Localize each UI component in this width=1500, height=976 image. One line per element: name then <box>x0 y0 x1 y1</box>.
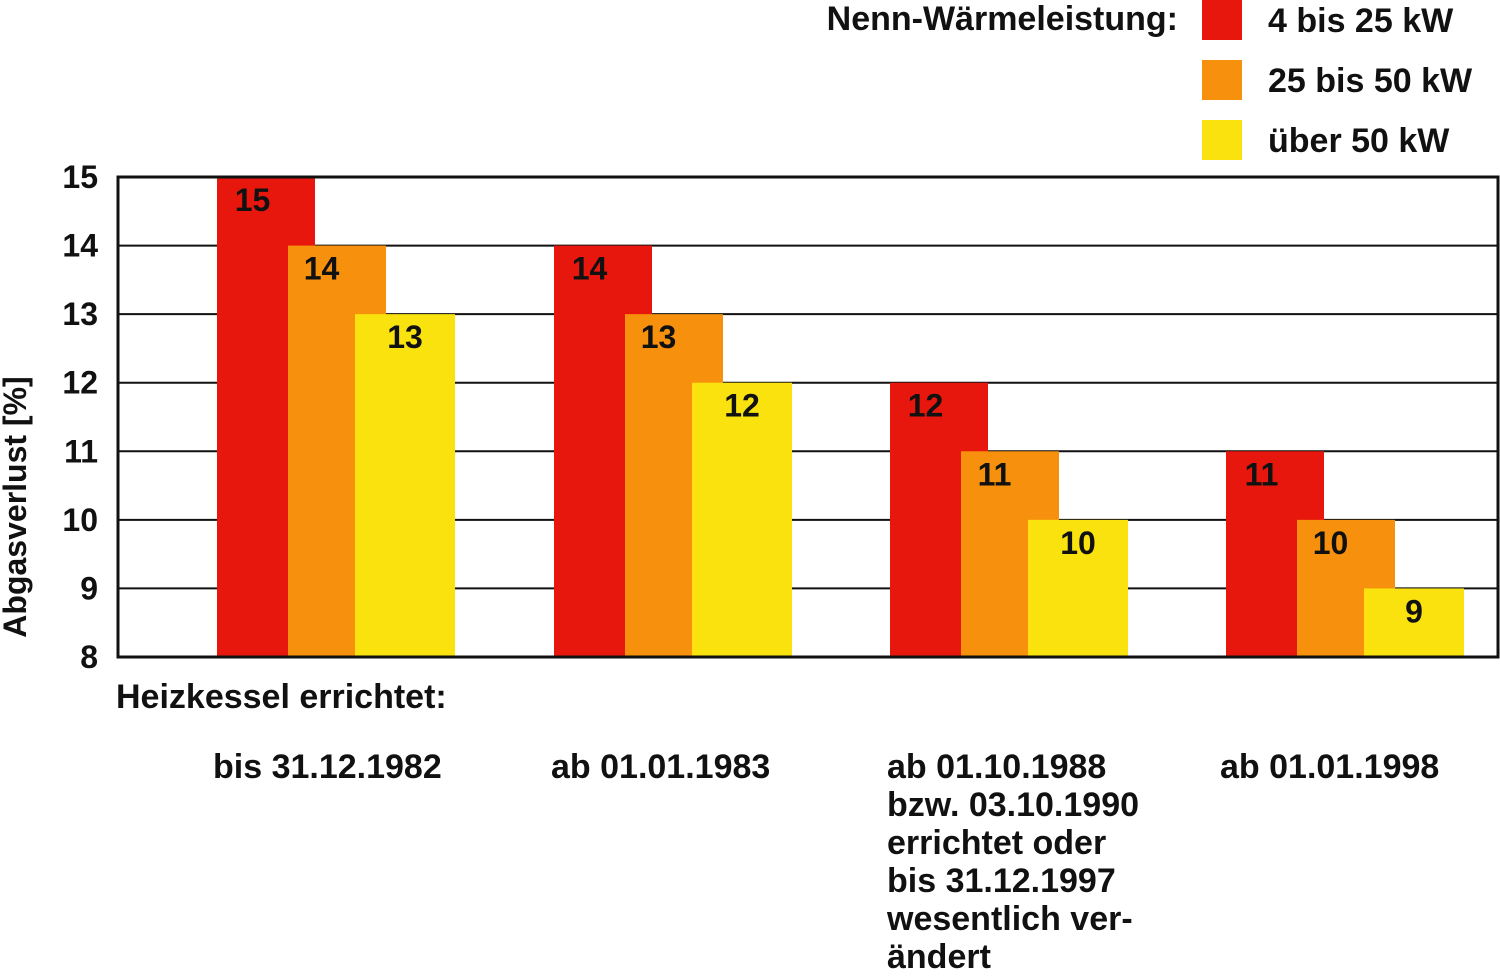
bar-value-label: 10 <box>1313 525 1349 561</box>
legend-title: Nenn-Wärmeleistung: <box>827 0 1178 38</box>
y-tick-label: 14 <box>62 228 98 264</box>
legend-entry: 25 bis 50 kW <box>1268 62 1473 100</box>
y-tick-label: 13 <box>62 296 98 332</box>
bar-value-label: 12 <box>724 388 760 424</box>
bar-value-label: 14 <box>572 251 608 287</box>
legend-swatch <box>1202 60 1242 100</box>
x-tick-label: ab 01.10.1988 bzw. 03.10.1990 errichtet od… <box>887 748 1139 976</box>
x-tick-label-line: bzw. 03.10.1990 <box>887 786 1140 824</box>
legend-swatch <box>1202 0 1242 40</box>
x-tick-label: ab 01.01.1998 <box>1220 748 1439 786</box>
bars: 15 14 12 11 14 13 11 10 13 12 10 9 <box>217 177 1464 658</box>
bar <box>1364 588 1464 657</box>
legend-entry: über 50 kW <box>1268 122 1450 160</box>
bar-value-label: 9 <box>1405 593 1423 629</box>
y-tick-label: 11 <box>64 433 98 469</box>
y-tick-label: 15 <box>62 159 98 195</box>
x-tick-label-line: wesentlich ver- <box>887 900 1133 938</box>
x-tick-label-line: ab 01.01.1998 <box>1220 748 1440 786</box>
y-tick-labels: 8 9 10 11 12 13 14 15 <box>62 159 98 675</box>
legend-entry: 4 bis 25 kW <box>1268 2 1454 40</box>
axes <box>116 175 1500 659</box>
bar-value-label: 12 <box>908 388 944 424</box>
x-tick-label: bis 31.12.1982 <box>213 748 442 786</box>
bar-value-label: 15 <box>235 182 271 218</box>
bar-value-label: 13 <box>641 319 677 355</box>
x-tick-label-line: bis 31.12.1997 <box>887 862 1116 900</box>
x-tick-label-line: ändert <box>887 938 991 976</box>
x-tick-label-line: ab 01.01.1983 <box>551 748 771 786</box>
legend: Nenn-Wärmeleistung: 4 bis 25 kW 25 bis 50… <box>827 0 1473 160</box>
bar <box>355 314 455 657</box>
x-tick-label-line: errichtet oder <box>887 824 1107 862</box>
bar <box>692 382 792 657</box>
y-axis-label: Abgasverlust [%] <box>0 376 33 637</box>
bar-value-label: 14 <box>304 251 340 287</box>
x-axis-label: Heizkessel errichtet: <box>116 678 447 716</box>
y-tick-label: 12 <box>62 365 98 401</box>
x-tick-label: ab 01.01.1983 <box>551 748 770 786</box>
legend-swatch <box>1202 120 1242 160</box>
bar-value-label: 11 <box>978 456 1012 492</box>
x-tick-label-line: ab 01.10.1988 <box>887 748 1107 786</box>
x-tick-label-line: bis 31.12.1982 <box>213 748 442 786</box>
bar-value-label: 10 <box>1060 525 1096 561</box>
y-tick-label: 8 <box>80 639 98 675</box>
bar <box>1028 519 1128 657</box>
plot-frame <box>116 175 1500 659</box>
y-tick-label: 10 <box>62 502 98 538</box>
y-tick-label: 9 <box>80 570 98 606</box>
bar-value-label: 13 <box>387 319 423 355</box>
bar-value-label: 11 <box>1245 456 1279 492</box>
